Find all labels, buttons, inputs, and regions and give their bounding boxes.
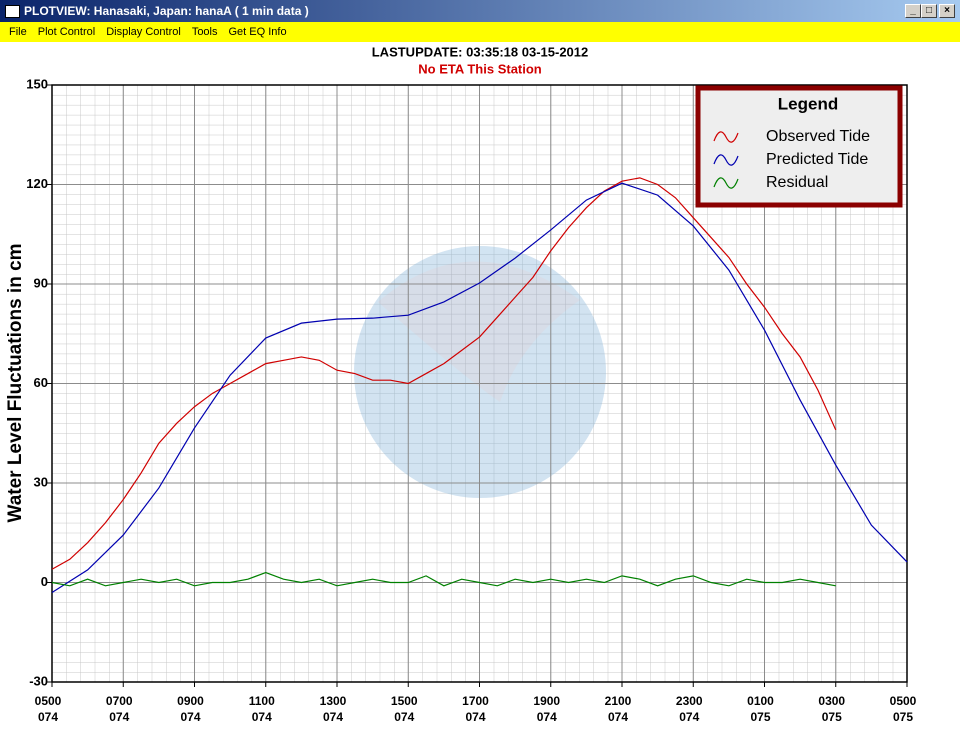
x-tick-label: 0900 bbox=[177, 694, 204, 708]
x-tick-label: 0500 bbox=[890, 694, 917, 708]
x-day-label: 074 bbox=[323, 710, 343, 724]
x-tick-label: 1900 bbox=[533, 694, 560, 708]
window-title: PLOTVIEW: Hanasaki, Japan: hanaA ( 1 min… bbox=[24, 4, 309, 18]
series-line bbox=[51, 571, 836, 587]
menu-item[interactable]: Display Control bbox=[106, 26, 181, 38]
legend: Legend Observed Tide Predicted Tide Residua… bbox=[695, 85, 903, 208]
x-tick-label: 0100 bbox=[747, 694, 774, 708]
legend-swatch bbox=[713, 131, 739, 143]
x-tick-label: 2300 bbox=[676, 694, 703, 708]
x-tick-label: 1500 bbox=[391, 694, 418, 708]
y-axis-label: Water Level Fluctuations in cm bbox=[5, 243, 26, 522]
plot-frame bbox=[51, 84, 908, 683]
menu-item[interactable]: File bbox=[9, 26, 27, 38]
series-line bbox=[51, 182, 908, 593]
x-day-label: 074 bbox=[394, 710, 414, 724]
legend-swatch bbox=[713, 154, 739, 166]
legend-label: Residual bbox=[766, 174, 828, 191]
y-tick-label: 30 bbox=[34, 474, 48, 489]
x-tick-label: 1300 bbox=[320, 694, 347, 708]
x-day-label: 075 bbox=[750, 710, 770, 724]
y-tick-label: 0 bbox=[41, 574, 48, 589]
x-day-label: 074 bbox=[608, 710, 628, 724]
y-tick-label: 60 bbox=[34, 375, 48, 390]
x-day-label: 074 bbox=[679, 710, 699, 724]
legend-title: Legend bbox=[778, 94, 838, 113]
y-tick-label: 120 bbox=[26, 176, 48, 191]
x-tick-label: 1700 bbox=[462, 694, 489, 708]
chart: LASTUPDATE: 03:35:18 03-15-2012 No ETA T… bbox=[5, 44, 917, 724]
maximize-button[interactable]: □ bbox=[921, 4, 937, 18]
x-tick-label: 2100 bbox=[605, 694, 632, 708]
legend-label: Predicted Tide bbox=[766, 151, 868, 168]
y-tick-label: 90 bbox=[34, 275, 48, 290]
window-icon bbox=[5, 5, 20, 18]
x-day-label: 074 bbox=[38, 710, 58, 724]
y-tick-label: -30 bbox=[29, 673, 48, 688]
x-day-label: 074 bbox=[109, 710, 129, 724]
menu-item[interactable]: Plot Control bbox=[37, 26, 96, 38]
x-day-label: 074 bbox=[252, 710, 272, 724]
x-day-label: 074 bbox=[465, 710, 485, 724]
menu-bar: File Plot Control Display Control Tools Get … bbox=[0, 22, 960, 42]
close-button[interactable]: × bbox=[939, 4, 955, 18]
x-tick-label: 1100 bbox=[249, 694, 275, 708]
x-day-label: 075 bbox=[822, 710, 842, 724]
x-tick-label: 0300 bbox=[818, 694, 845, 708]
x-tick-label: 0500 bbox=[35, 694, 62, 708]
menu-item[interactable]: Get EQ Info bbox=[228, 26, 287, 38]
title-bar: PLOTVIEW: Hanasaki, Japan: hanaA ( 1 min… bbox=[0, 0, 960, 22]
legend-swatch bbox=[713, 177, 739, 189]
legend-box bbox=[695, 85, 903, 208]
x-day-label: 074 bbox=[180, 710, 200, 724]
minimize-button[interactable]: _ bbox=[905, 4, 921, 18]
y-tick-label: 150 bbox=[26, 76, 48, 91]
chart-subtitle: No ETA This Station bbox=[418, 61, 542, 76]
x-day-label: 075 bbox=[893, 710, 913, 724]
legend-label: Observed Tide bbox=[766, 128, 870, 145]
menu-item[interactable]: Tools bbox=[191, 26, 218, 38]
chart-title: LASTUPDATE: 03:35:18 03-15-2012 bbox=[372, 44, 589, 59]
x-tick-label: 0700 bbox=[106, 694, 133, 708]
series-line bbox=[51, 177, 837, 570]
x-day-label: 074 bbox=[537, 710, 557, 724]
